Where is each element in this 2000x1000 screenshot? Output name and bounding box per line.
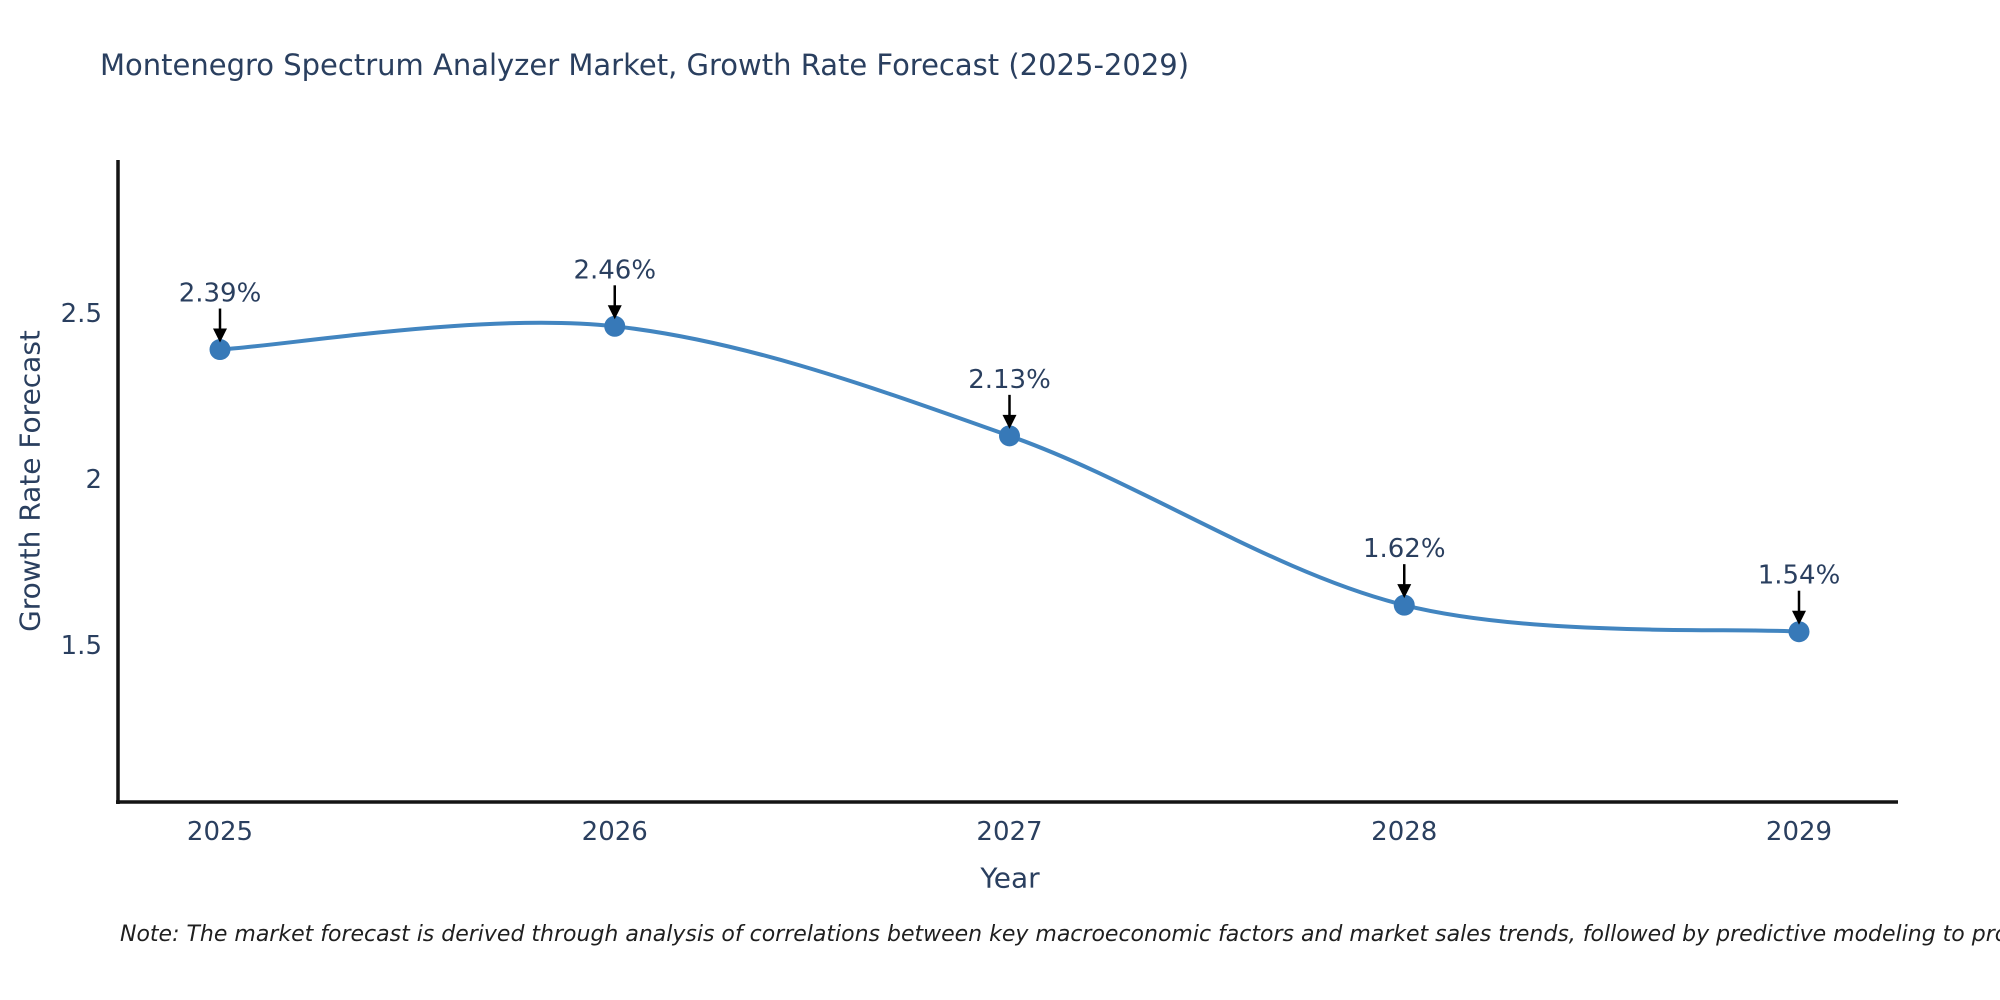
x-axis-title: Year [980, 861, 1040, 895]
point-value-label: 2.13% [968, 365, 1051, 395]
point-value-label: 2.39% [179, 279, 262, 309]
data-point-2026[interactable] [604, 315, 626, 337]
chart-title: Montenegro Spectrum Analyzer Market, Gro… [100, 48, 1190, 82]
data-point-2028[interactable] [1393, 594, 1415, 616]
x-tick-label: 2027 [976, 817, 1042, 847]
annotation-arrowhead-icon [1002, 414, 1017, 429]
y-tick-label: 2.5 [61, 299, 102, 329]
x-tick-label: 2029 [1766, 817, 1832, 847]
point-value-label: 1.54% [1758, 561, 1841, 591]
y-tick-label: 1.5 [61, 631, 102, 661]
data-point-2029[interactable] [1788, 621, 1810, 643]
footnote: Note: The market forecast is derived thr… [120, 922, 2000, 947]
annotation-arrowhead-icon [1792, 610, 1806, 625]
data-point-2025[interactable] [209, 339, 231, 361]
y-tick-label: 2 [85, 465, 102, 495]
point-value-label: 2.46% [573, 255, 656, 285]
data-point-2027[interactable] [999, 425, 1020, 447]
annotation-arrowhead-icon [607, 305, 622, 320]
x-tick-label: 2025 [187, 817, 253, 847]
annotation-arrowhead-icon [1397, 584, 1412, 599]
x-tick-label: 2028 [1371, 817, 1437, 847]
x-tick-label: 2026 [582, 817, 648, 847]
annotation-arrowhead-icon [213, 328, 227, 343]
point-value-label: 1.62% [1363, 534, 1446, 564]
